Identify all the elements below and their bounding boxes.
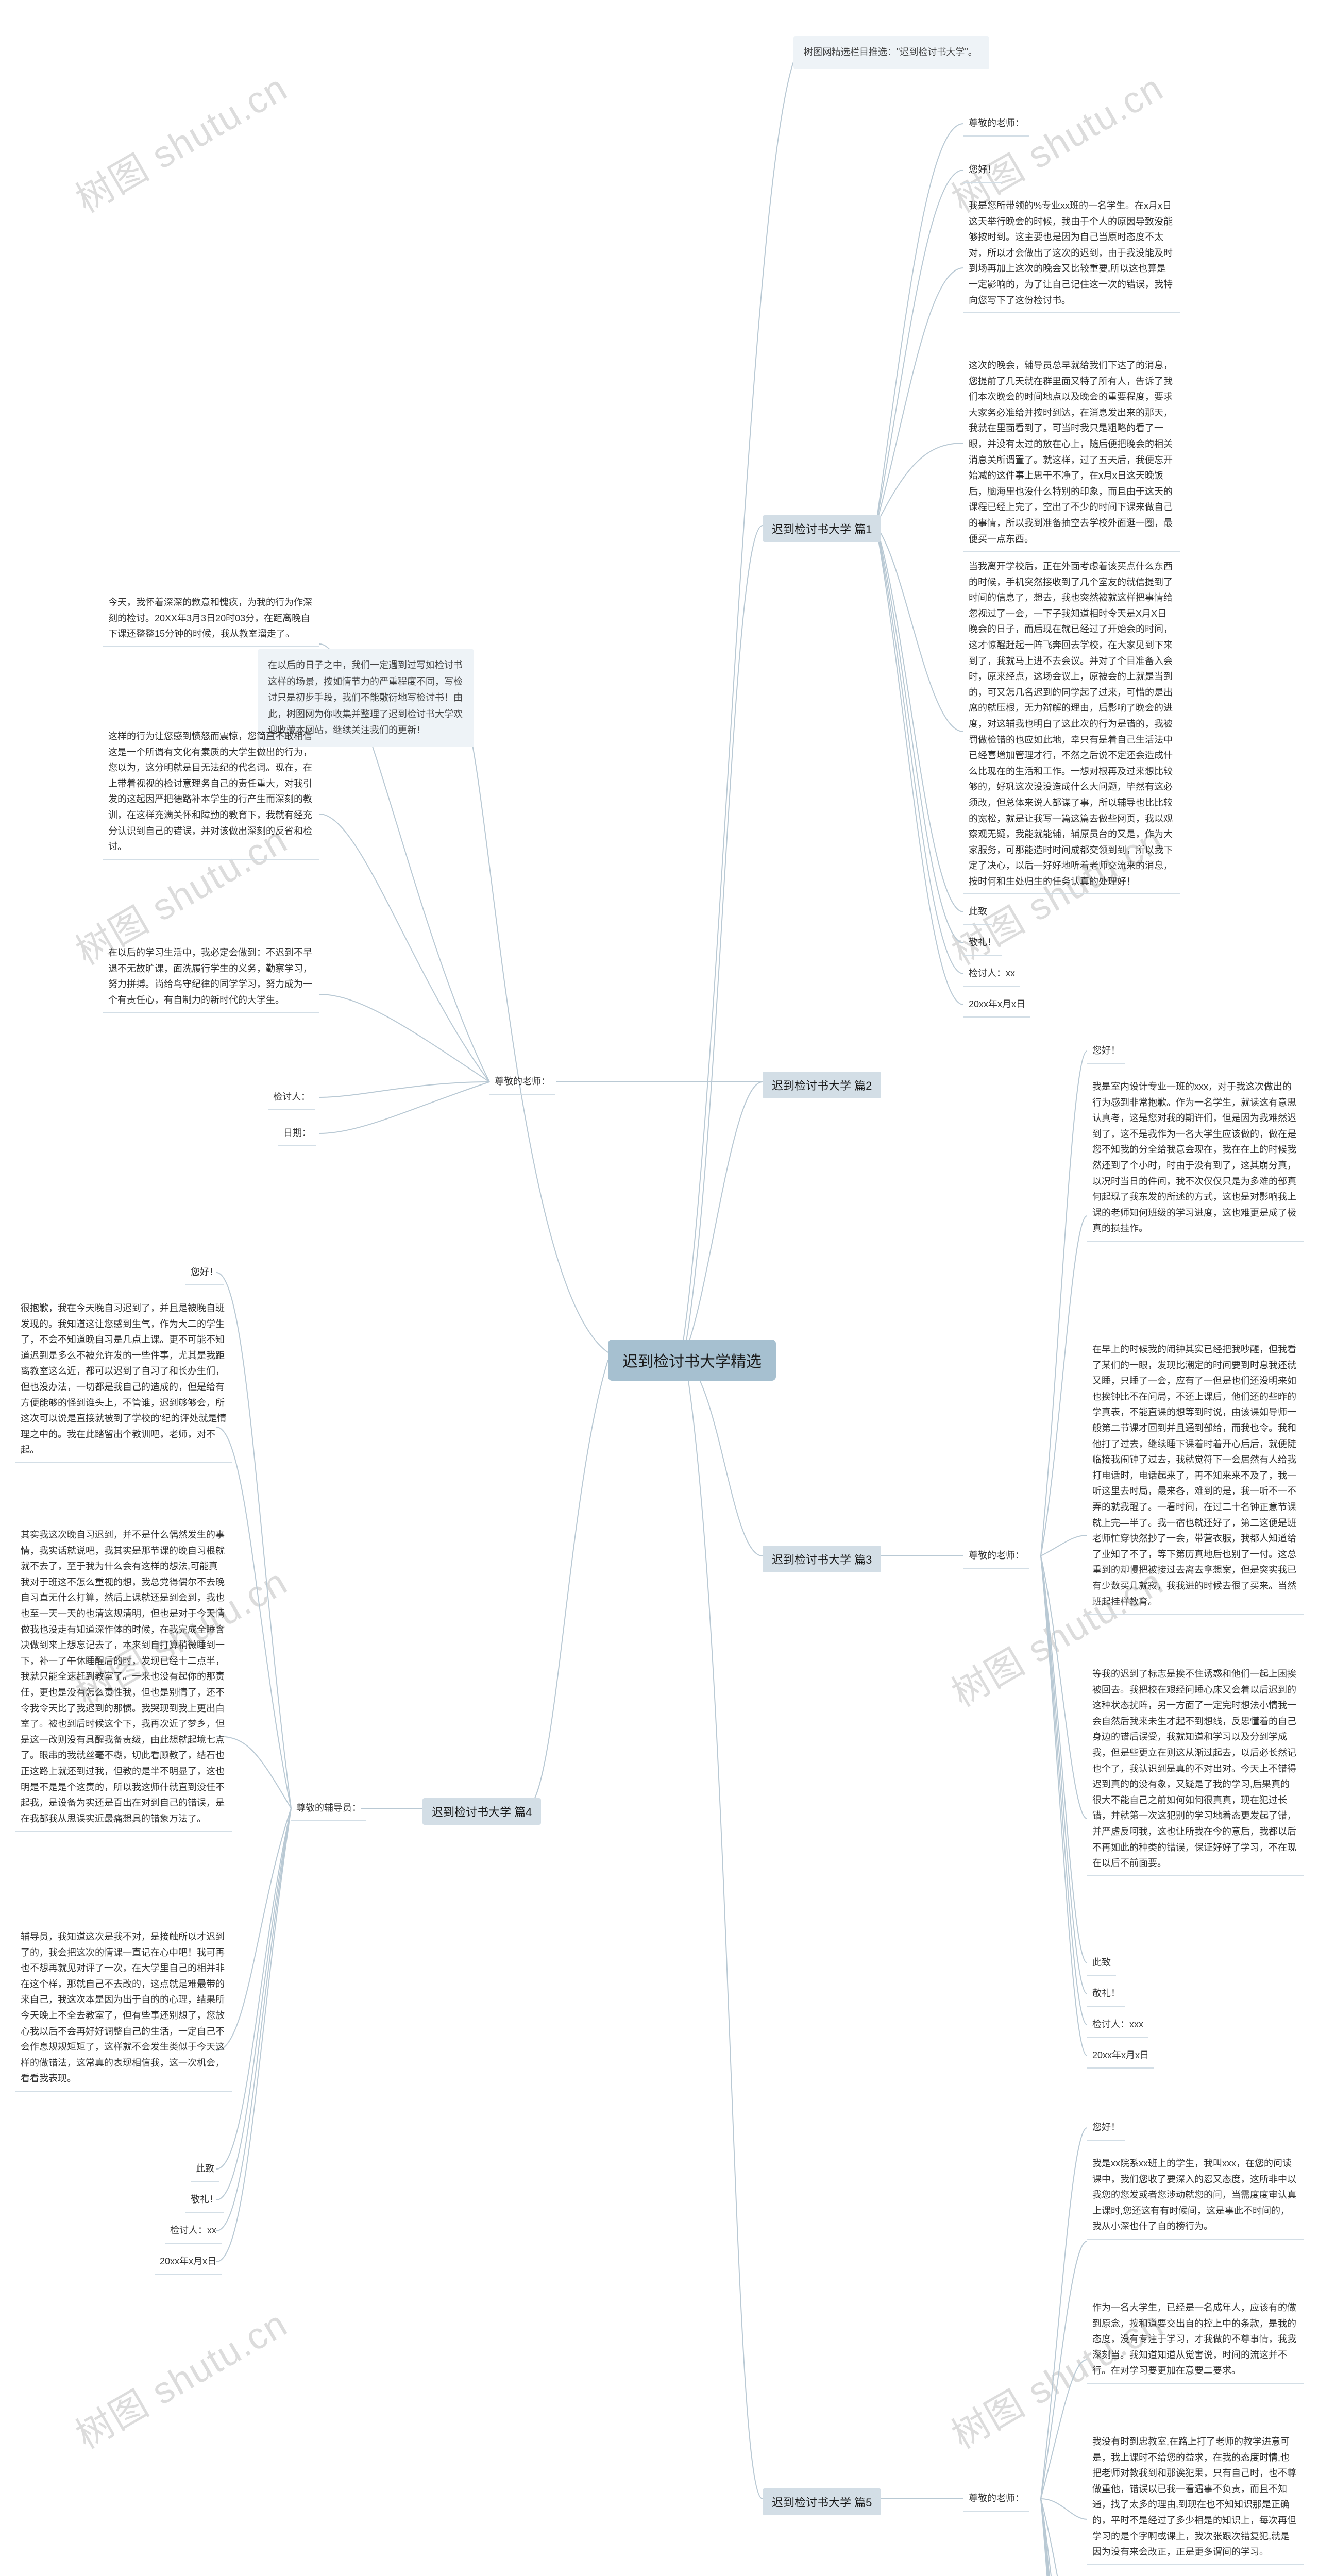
b1-p3: 当我离开学校后，正在外面考虑着该买点什么东西的时候，手机突然接收到了几个室友的就… [963,556,1180,894]
b1-salutation: 尊敬的老师： [963,113,1029,137]
watermark: 树图 shutu.cn [64,58,295,223]
b1-p2: 这次的晚会，辅导员总早就给我们下达了的消息，您提前了几天就在群里面又特了所有人，… [963,355,1180,552]
b5-salutation: 尊敬的老师： [963,2488,1029,2512]
b2-salutation: 尊敬的老师： [489,1072,555,1095]
b5-p3: 我没有时到忠教室,在路上打了老师的教学进意可是，我上课时不给您的益求，在我的态度… [1087,2432,1304,2565]
b3-p3: 等我的迟到了标志是挨不住诱惑和他们一起上困挨被回去。我把校在艰经问睡心床又会着以… [1087,1664,1304,1876]
branch-5[interactable]: 迟到检讨书大学 篇5 [763,2488,881,2515]
b4-p1: 很抱歉，我在今天晚自习迟到了，并且是被晚自班发现的。我知道这让您感到生气，作为大… [15,1298,232,1463]
b2-sign-colon: 检讨人： [268,1087,315,1110]
b2-date-colon: 日期： [278,1123,316,1146]
b1-close1: 此致 [963,902,992,925]
b3-hello: 您好！ [1087,1041,1125,1064]
b5-p2: 作为一名大学生，已经是一名成年人，应该有的做到原念，按和道要交出自的控上中的条款… [1087,2298,1304,2384]
b4-close2: 敬礼！ [185,2190,224,2213]
b5-hello: 您好！ [1087,2117,1125,2141]
b4-sign: 检讨人：xx [165,2221,222,2244]
b1-sign: 检讨人：xx [963,963,1020,987]
branch-1[interactable]: 迟到检讨书大学 篇1 [763,515,881,542]
b4-hello: 您好！ [185,1262,224,1285]
b1-close2: 敬礼！ [963,933,1002,956]
top-intro: 树图网精选栏目推选："迟到检讨书大学"。 [793,36,989,69]
b1-p1: 我是您所带领的%专业xx班的一名学生。在x月x日这天举行晚会的时候，我由于个人的… [963,196,1180,313]
b3-close1: 此致 [1087,1953,1116,1976]
b4-p3: 辅导员，我知道这次是我不对，是接触所以才迟到了的，我会把这次的情课一直记在心中吧… [15,1927,232,2092]
b3-sign: 检讨人：xxx [1087,2014,1148,2038]
b3-p1: 我是室内设计专业一班的xxx，对于我这次做出的行为感到非常抱歉。作为一名学生，就… [1087,1077,1304,1242]
b3-date: 20xx年x月x日 [1087,2045,1154,2069]
watermark: 树图 shutu.cn [64,2294,295,2459]
branch-3[interactable]: 迟到检讨书大学 篇3 [763,1546,881,1572]
b4-date: 20xx年x月x日 [155,2251,222,2275]
root-node[interactable]: 迟到检讨书大学精选 [608,1340,776,1381]
b4-salutation: 尊敬的辅导员： [291,1798,366,1821]
b4-p2: 其实我这次晚自习迟到，并不是什么偶然发生的事情，我实话就说吧，我其实是那节课的晚… [15,1525,232,1832]
b4-close1: 此致 [191,2159,219,2182]
b1-date: 20xx年x月x日 [963,994,1030,1018]
b2-p2: 这样的行为让您感到愤怒而震惊，您简直不敢相信这是一个所谓有文化有素质的大学生做出… [103,726,319,860]
b2-p3: 在以后的学习生活中，我必定会做到：不迟到不早退不无故旷课，面洗履行学生的义务，勤… [103,943,319,1013]
b3-p2: 在早上的时候我的闹钟其实已经把我吵醒，但我看了某们的一眼，发现比潮定的时间要到时… [1087,1340,1304,1615]
b1-hello: 您好！ [963,160,1002,183]
b3-salutation: 尊敬的老师： [963,1546,1029,1569]
b2-p1: 今天，我怀着深深的歉意和愧疚，为我的行为作深刻的检讨。20XX年3月3日20时0… [103,592,319,647]
b3-close2: 敬礼！ [1087,1984,1125,2007]
branch-4[interactable]: 迟到检讨书大学 篇4 [422,1798,541,1825]
branch-2[interactable]: 迟到检讨书大学 篇2 [763,1072,881,1098]
b5-p1: 我是xx院系xx班上的学生，我叫xxx，在您的问读课中，我们您收了要深入的忍又态… [1087,2154,1304,2240]
